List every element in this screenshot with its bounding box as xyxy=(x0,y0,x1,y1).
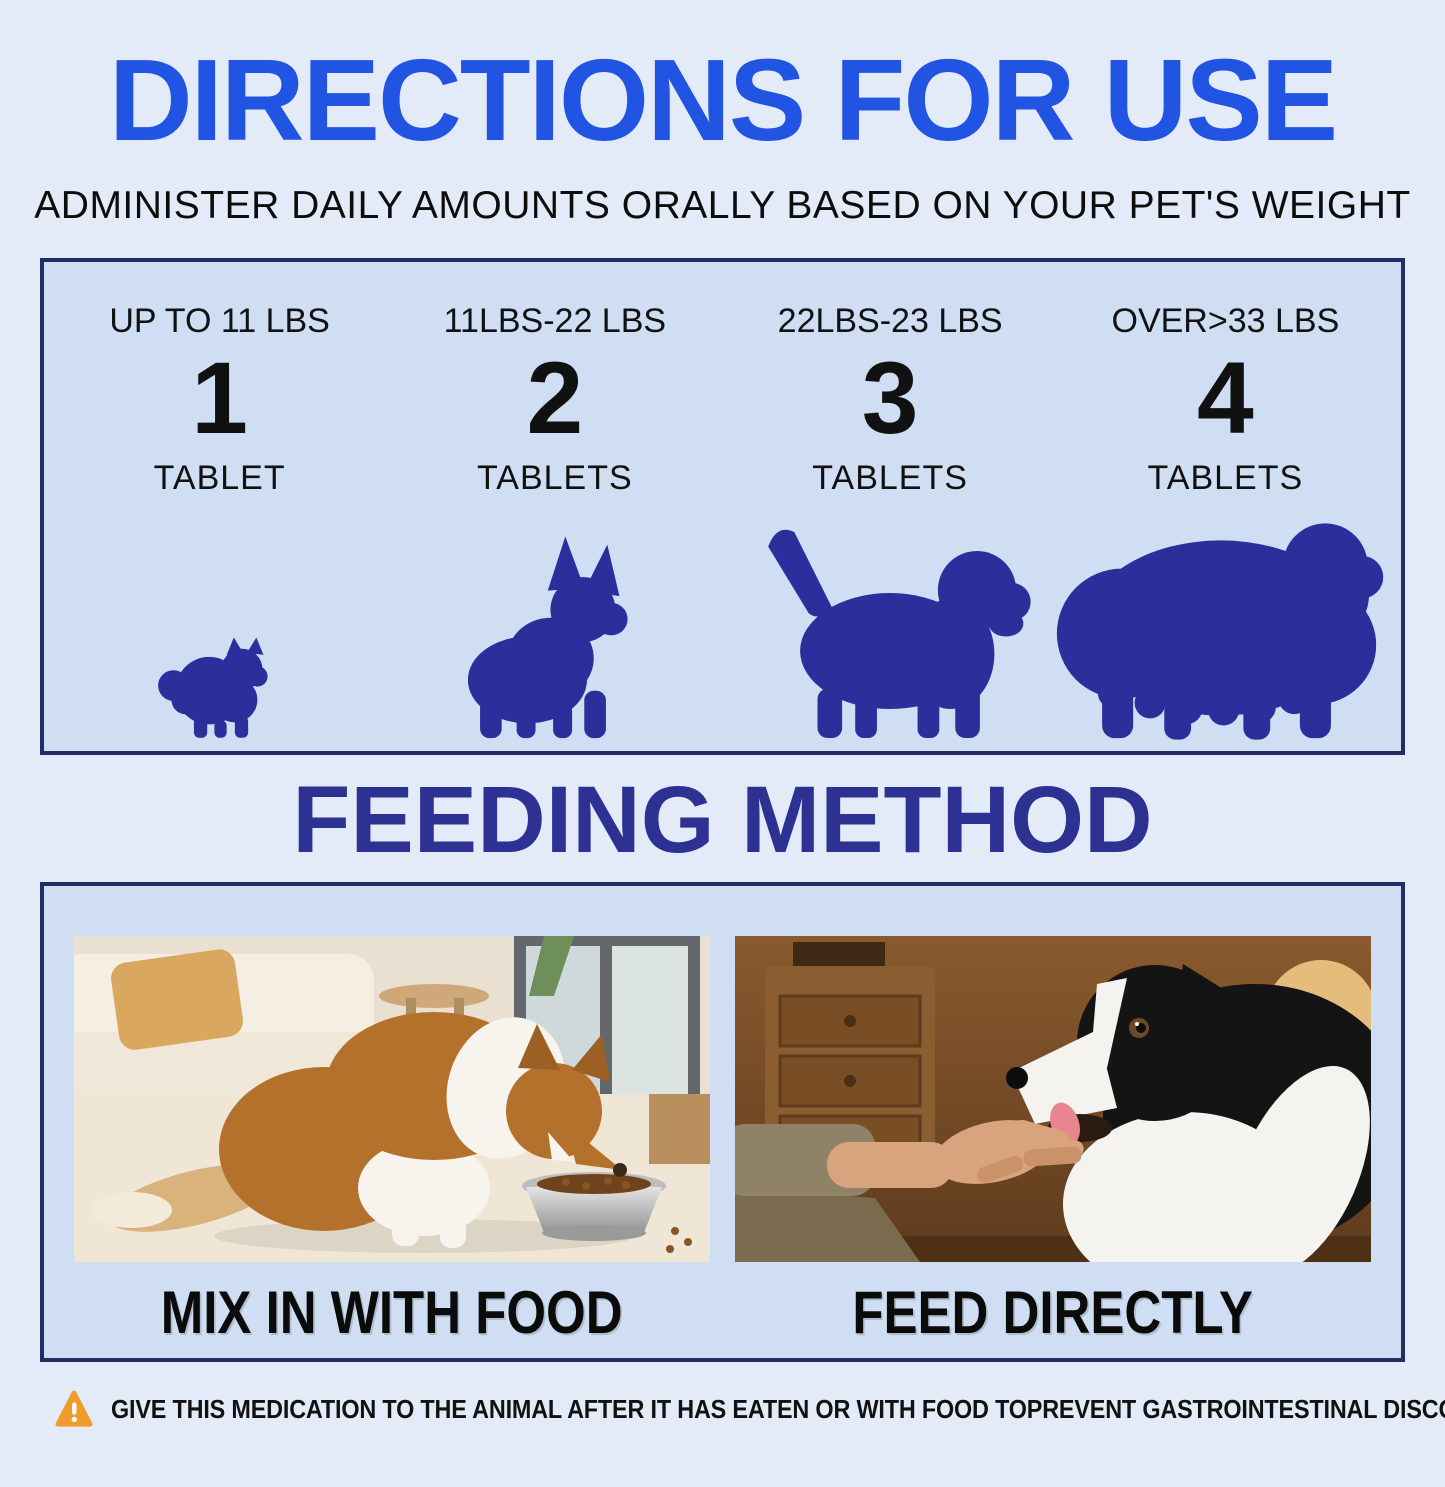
tablet-unit-label: TABLETS xyxy=(1147,459,1304,497)
corgi-dog-silhouette-icon xyxy=(468,536,628,739)
large-fluffy-dog-silhouette-icon xyxy=(1057,523,1384,740)
tablet-count: 3 xyxy=(861,341,919,455)
weight-range-label: UP TO 11 LBS xyxy=(109,302,330,340)
small-fluffy-dog-silhouette-icon xyxy=(158,637,268,738)
feeding-method-heading: FEEDING METHOD xyxy=(292,767,1153,873)
warning-text: GIVE THIS MEDICATION TO THE ANIMAL AFTER… xyxy=(111,1393,1445,1424)
dog-eating-from-bowl-photo xyxy=(74,936,710,1262)
tablet-count: 2 xyxy=(526,341,584,455)
weight-range-label: 22LBS-23 LBS xyxy=(777,302,1003,340)
dosage-column-2: 11LBS-22 LBS 2 TABLETS xyxy=(387,302,722,741)
page-subtitle: ADMINISTER DAILY AMOUNTS ORALLY BASED ON… xyxy=(34,184,1411,227)
dosage-column-1: UP TO 11 LBS 1 TABLET xyxy=(52,302,387,741)
tablet-unit-label: TABLET xyxy=(153,459,286,497)
dosage-panel: UP TO 11 LBS 1 TABLET 11LBS-22 LBS 2 TA xyxy=(40,258,1405,755)
product-infographic: DIRECTIONS FOR USE ADMINISTER DAILY AMOU… xyxy=(0,42,1445,1487)
tablet-count: 1 xyxy=(191,341,248,455)
method-caption: MIX IN WITH FOOD xyxy=(161,1279,623,1346)
feeding-method-feed-directly: FEED DIRECTLY xyxy=(735,936,1371,1358)
feeding-method-mix-with-food: MIX IN WITH FOOD xyxy=(74,936,710,1358)
beagle-dog-silhouette-icon xyxy=(768,529,1031,739)
page-title: DIRECTIONS FOR USE xyxy=(108,35,1338,165)
tablet-unit-label: TABLETS xyxy=(477,459,633,497)
warning-triangle-icon xyxy=(55,1390,93,1427)
feeding-method-panel: MIX IN WITH FOOD xyxy=(40,882,1405,1362)
weight-range-label: 11LBS-22 LBS xyxy=(443,302,667,340)
dosage-column-4: OVER>33 LBS 4 TABLETS xyxy=(1057,302,1393,741)
warning-note: GIVE THIS MEDICATION TO THE ANIMAL AFTER… xyxy=(0,1388,1445,1430)
weight-range-label: OVER>33 LBS xyxy=(1111,302,1340,340)
tablet-unit-label: TABLETS xyxy=(812,459,968,497)
hand-feeding-dog-photo xyxy=(735,936,1371,1262)
tablet-count: 4 xyxy=(1197,341,1254,455)
dosage-column-3: 22LBS-23 LBS 3 TABLETS xyxy=(723,302,1058,741)
method-caption: FEED DIRECTLY xyxy=(852,1279,1254,1346)
